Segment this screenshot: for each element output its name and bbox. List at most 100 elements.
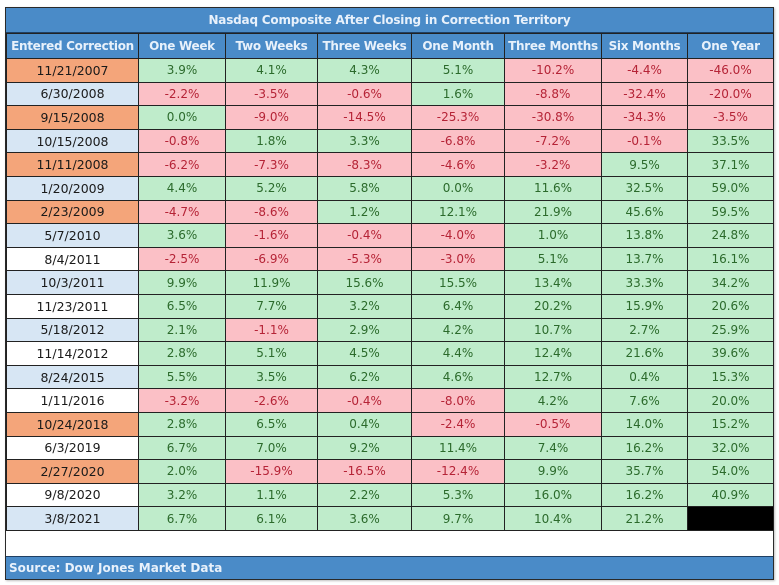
correction-date-cell: 1/11/2016 — [6, 388, 139, 413]
return-cell: 1.1% — [225, 482, 318, 508]
return-cell: 21.2% — [601, 506, 688, 531]
table-row: 3/8/2021 6.7% 6.1% 3.6% 9.7% 10.4% 21.2% — [6, 506, 774, 531]
return-cell: 1.8% — [225, 128, 318, 154]
table-row: 11/11/2008 -6.2% -7.3% -8.3% -4.6% -3.2% 9.5% 3… — [6, 152, 774, 177]
correction-date-cell: 10/15/2008 — [6, 128, 139, 154]
return-cell: 6.2% — [317, 364, 412, 390]
return-cell: 12.4% — [504, 341, 602, 366]
correction-date-cell: 5/18/2012 — [6, 317, 139, 343]
return-cell: -15.9% — [225, 459, 318, 484]
table-title: Nasdaq Composite After Closing in Correc… — [6, 8, 773, 33]
correction-date-cell: 11/21/2007 — [6, 58, 139, 83]
return-cell: 37.1% — [687, 152, 774, 177]
table-row: 8/24/2015 5.5% 3.5% 6.2% 4.6% 12.7% 0.4% 15.3% — [6, 364, 774, 390]
return-cell: 6.5% — [138, 293, 226, 319]
return-cell: 2.7% — [601, 317, 688, 343]
table-row: 9/15/2008 0.0% -9.0% -14.5% -25.3% -30.8% -34.… — [6, 105, 774, 130]
table-row: 1/11/2016 -3.2% -2.6% -0.4% -8.0% 4.2% 7.6% 20.… — [6, 388, 774, 413]
column-header-one-week: One Week — [138, 33, 226, 59]
column-header-three-months: Three Months — [504, 33, 602, 59]
source-footer: Source: Dow Jones Market Data — [6, 556, 773, 579]
return-cell: 4.4% — [411, 341, 505, 366]
return-cell: -32.4% — [601, 81, 688, 107]
table-row: 6/3/2019 6.7% 7.0% 9.2% 11.4% 7.4% 16.2% 32.0% — [6, 435, 774, 461]
return-cell: 25.9% — [687, 317, 774, 343]
return-cell: 10.7% — [504, 317, 602, 343]
blank-cell — [687, 506, 774, 531]
return-cell: 7.0% — [225, 435, 318, 461]
column-header-entered-correction: Entered Correction — [6, 33, 139, 59]
return-cell: -10.2% — [504, 58, 602, 83]
return-cell: 6.7% — [138, 435, 226, 461]
return-cell: 9.2% — [317, 435, 412, 461]
correction-date-cell: 10/24/2018 — [6, 411, 139, 437]
return-cell: 2.8% — [138, 411, 226, 437]
return-cell: 0.0% — [411, 175, 505, 201]
table-row: 10/3/2011 9.9% 11.9% 15.6% 15.5% 13.4% 33.3% 34… — [6, 270, 774, 295]
return-cell: 20.2% — [504, 293, 602, 319]
correction-date-cell: 6/30/2008 — [6, 81, 139, 107]
table-row: 6/30/2008 -2.2% -3.5% -0.6% 1.6% -8.8% -32.4% -… — [6, 81, 774, 107]
correction-date-cell: 5/7/2010 — [6, 223, 139, 248]
return-cell: 5.5% — [138, 364, 226, 390]
column-header-one-year: One Year — [687, 33, 774, 59]
return-cell: 21.6% — [601, 341, 688, 366]
return-cell: -8.8% — [504, 81, 602, 107]
correction-date-cell: 8/24/2015 — [6, 364, 139, 390]
return-cell: -3.2% — [504, 152, 602, 177]
return-cell: -2.5% — [138, 246, 226, 272]
return-cell: 6.1% — [225, 506, 318, 531]
return-cell: 1.2% — [317, 199, 412, 225]
table-row: 2/27/2020 2.0% -15.9% -16.5% -12.4% 9.9% 35.7%… — [6, 459, 774, 484]
return-cell: 16.0% — [504, 482, 602, 508]
return-cell: 3.5% — [225, 364, 318, 390]
return-cell: -34.3% — [601, 105, 688, 130]
return-cell: -6.9% — [225, 246, 318, 272]
return-cell: 9.5% — [601, 152, 688, 177]
return-cell: 13.8% — [601, 223, 688, 248]
return-cell: 0.4% — [317, 411, 412, 437]
return-cell: -7.3% — [225, 152, 318, 177]
return-cell: -0.5% — [504, 411, 602, 437]
correction-date-cell: 11/11/2008 — [6, 152, 139, 177]
return-cell: -4.7% — [138, 199, 226, 225]
return-cell: 4.2% — [504, 388, 602, 413]
return-cell: -6.2% — [138, 152, 226, 177]
return-cell: -3.0% — [411, 246, 505, 272]
return-cell: -25.3% — [411, 105, 505, 130]
header-row: Entered Correction One Week Two Weeks Three… — [6, 33, 774, 59]
return-cell: -30.8% — [504, 105, 602, 130]
table-row: 9/8/2020 3.2% 1.1% 2.2% 5.3% 16.0% 16.2% 40.9% — [6, 482, 774, 508]
return-cell: -8.0% — [411, 388, 505, 413]
table-row: 1/20/2009 4.4% 5.2% 5.8% 0.0% 11.6% 32.5% 59.0% — [6, 175, 774, 201]
return-cell: -20.0% — [687, 81, 774, 107]
return-cell: 3.6% — [138, 223, 226, 248]
correction-date-cell: 3/8/2021 — [6, 506, 139, 531]
correction-date-cell: 11/23/2011 — [6, 293, 139, 319]
return-cell: 59.5% — [687, 199, 774, 225]
return-cell: -6.8% — [411, 128, 505, 154]
return-cell: 15.2% — [687, 411, 774, 437]
return-cell: 20.6% — [687, 293, 774, 319]
return-cell: -3.5% — [687, 105, 774, 130]
correction-date-cell: 8/4/2011 — [6, 246, 139, 272]
return-cell: 9.7% — [411, 506, 505, 531]
correction-date-cell: 11/14/2012 — [6, 341, 139, 366]
return-cell: 2.8% — [138, 341, 226, 366]
return-cell: 15.5% — [411, 270, 505, 295]
return-cell: 16.2% — [601, 482, 688, 508]
return-cell: 5.1% — [411, 58, 505, 83]
return-cell: 2.9% — [317, 317, 412, 343]
return-cell: -0.1% — [601, 128, 688, 154]
return-cell: 33.3% — [601, 270, 688, 295]
return-cell: 12.1% — [411, 199, 505, 225]
column-header-three-weeks: Three Weeks — [317, 33, 412, 59]
return-cell: -46.0% — [687, 58, 774, 83]
return-cell: -8.6% — [225, 199, 318, 225]
return-cell: 7.7% — [225, 293, 318, 319]
return-cell: -4.6% — [411, 152, 505, 177]
return-cell: -0.4% — [317, 388, 412, 413]
return-cell: 35.7% — [601, 459, 688, 484]
return-cell: 32.0% — [687, 435, 774, 461]
return-cell: 6.4% — [411, 293, 505, 319]
